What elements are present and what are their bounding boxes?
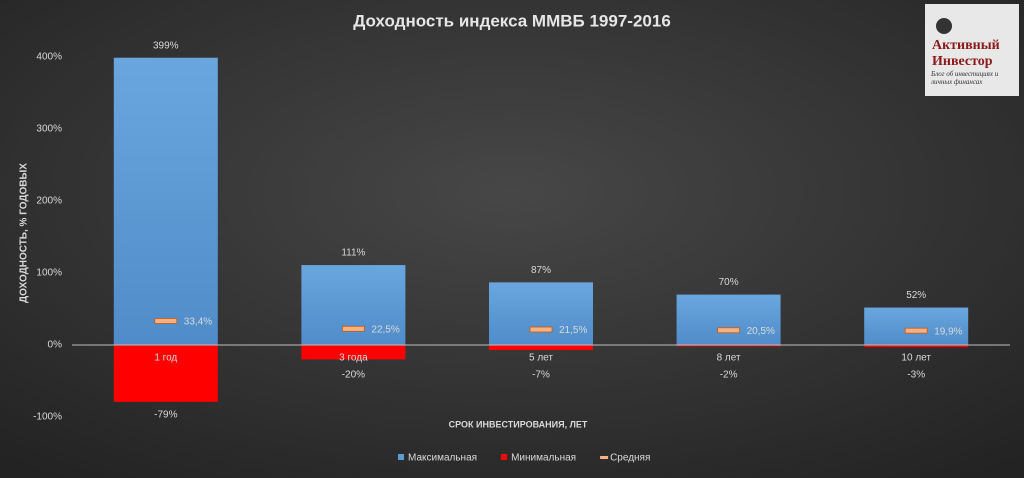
x-axis-title: СРОК ИНВЕСТИРОВАНИЯ, ЛЕТ bbox=[449, 419, 588, 429]
bar bbox=[676, 345, 781, 347]
data-label: -7% bbox=[532, 370, 550, 381]
y-axis-title: ДОХОДНОСТЬ, % ГОДОВЫХ bbox=[19, 163, 30, 303]
data-label: 399% bbox=[153, 40, 179, 51]
data-label: -3% bbox=[907, 370, 925, 381]
x-tick-label: 10 лет bbox=[901, 353, 931, 364]
x-tick-label: 8 лет bbox=[717, 353, 741, 364]
legend-swatch bbox=[501, 454, 508, 460]
legend-label: Минимальная bbox=[511, 453, 576, 464]
logo-subtitle: Блог об инвестициях и личных финансах bbox=[931, 70, 999, 86]
logo-icon bbox=[936, 18, 952, 34]
data-label: -20% bbox=[342, 370, 365, 381]
data-label: 70% bbox=[719, 277, 739, 288]
x-tick-label: 1 год bbox=[154, 353, 177, 364]
x-tick-label: 3 года bbox=[339, 353, 368, 364]
bar bbox=[489, 345, 593, 351]
data-label: 20,5% bbox=[747, 326, 775, 337]
logo-line: Активный bbox=[932, 38, 1000, 53]
data-label: 19,9% bbox=[934, 326, 962, 337]
y-tick-label: 200% bbox=[36, 196, 62, 207]
x-tick-label: 5 лет bbox=[529, 353, 553, 364]
mean-marker bbox=[717, 327, 740, 334]
data-label: 22,5% bbox=[371, 324, 399, 335]
bar bbox=[489, 282, 593, 345]
mean-marker bbox=[341, 325, 365, 332]
legend-label: Средняя bbox=[610, 453, 650, 464]
mean-marker bbox=[154, 318, 178, 324]
data-label: 87% bbox=[531, 265, 551, 276]
data-label: 21,5% bbox=[559, 325, 587, 336]
bar bbox=[113, 345, 218, 402]
bar bbox=[864, 307, 969, 345]
bar bbox=[301, 345, 406, 360]
data-label: 33,4% bbox=[184, 317, 212, 328]
y-tick-label: 100% bbox=[36, 268, 62, 279]
bar bbox=[864, 345, 969, 348]
data-label: -79% bbox=[154, 410, 177, 421]
legend-swatch bbox=[600, 456, 609, 459]
data-label: 52% bbox=[906, 290, 926, 301]
y-tick-label: -100% bbox=[33, 412, 62, 423]
logo: Активный Инвестор Блог об инвестициях и … bbox=[925, 4, 1019, 96]
y-tick-label: 300% bbox=[36, 124, 62, 135]
data-label: 111% bbox=[341, 248, 365, 259]
legend-label: Максимальная bbox=[408, 453, 477, 464]
y-tick-label: 400% bbox=[36, 52, 62, 63]
mean-marker bbox=[529, 326, 553, 333]
logo-subtitle-box: Блог об инвестициях и личных финансах bbox=[931, 70, 999, 86]
bar bbox=[676, 294, 781, 345]
bar bbox=[113, 57, 218, 345]
chart-title: Доходность индекса ММВБ 1997-2016 bbox=[353, 11, 671, 30]
legend-swatch bbox=[398, 454, 404, 460]
mean-marker bbox=[904, 327, 928, 334]
logo-line: Инвестор bbox=[932, 54, 993, 69]
data-label: -2% bbox=[720, 370, 738, 381]
y-tick-label: 0% bbox=[48, 340, 63, 351]
